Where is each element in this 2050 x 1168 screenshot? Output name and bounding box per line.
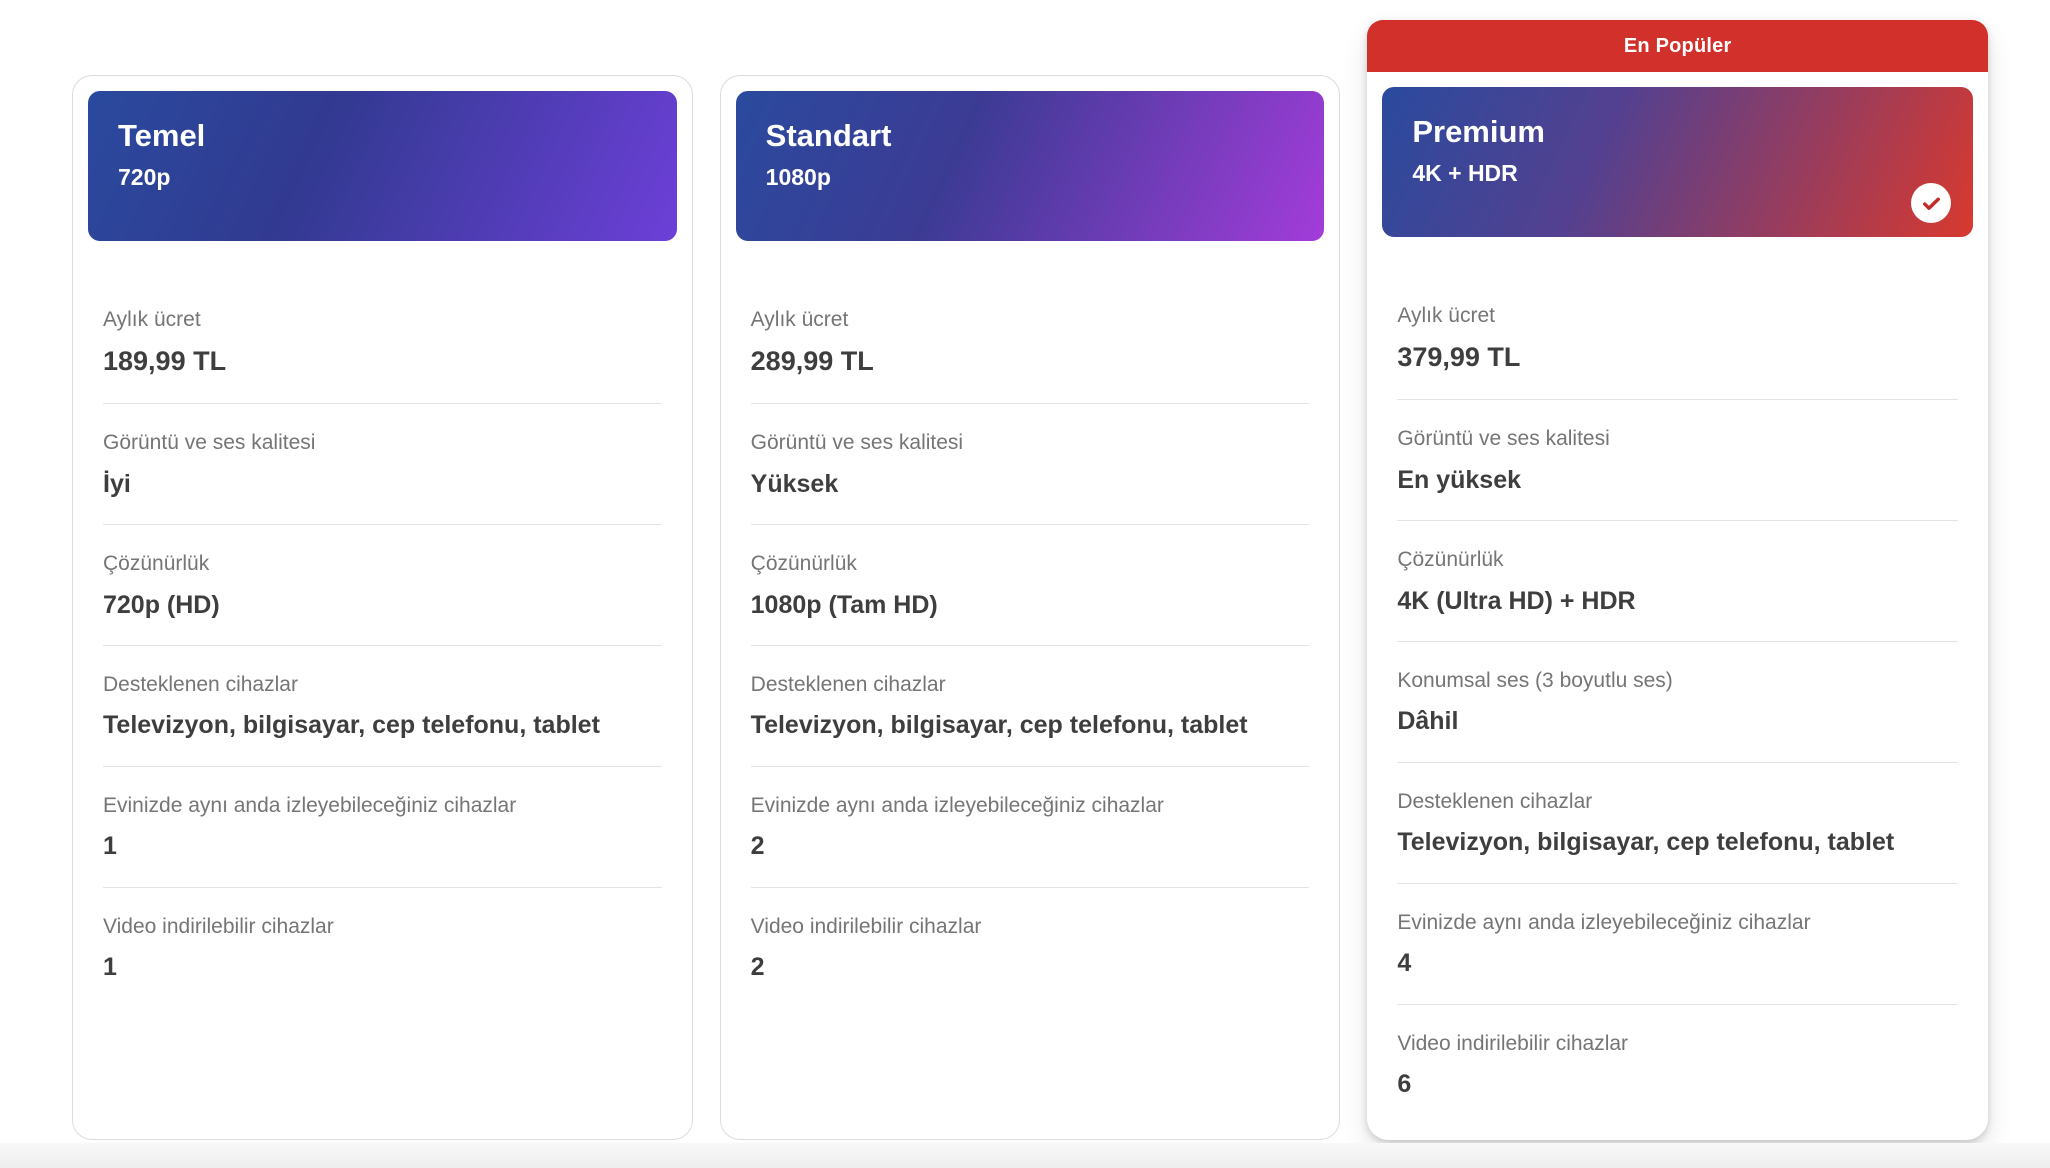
- feature-value: 1080p (Tam HD): [750, 590, 938, 619]
- feature-label: Görüntü ve ses kalitesi: [103, 431, 316, 455]
- feature-label: Görüntü ve ses kalitesi: [1397, 427, 1610, 451]
- selected-check-icon: [1911, 183, 1951, 223]
- feature-value: 6: [1397, 1070, 1412, 1098]
- plan-card-standart[interactable]: Standart 1080p Aylık ücret 289,99 TL Görün…: [719, 75, 1341, 1140]
- feature-value: 1: [103, 832, 117, 861]
- feature-label: Konumsal ses (3 boyutlu ses): [1397, 669, 1673, 693]
- feature-value: 379,99 TL: [1397, 342, 1521, 373]
- plan-header-premium: Premium 4K + HDR: [1382, 87, 1973, 237]
- feature-row: Video indirilebilir cihazlar 2: [751, 888, 1310, 1008]
- feature-label: Desteklenen cihazlar: [1397, 789, 1593, 813]
- feature-row: Konumsal ses (3 boyutlu ses) Dâhil: [1397, 642, 1958, 763]
- feature-row: Desteklenen cihazlar Televizyon, bilgisay…: [103, 646, 662, 767]
- plan-header-temel: Temel 720p: [88, 91, 677, 241]
- feature-row: Desteklenen cihazlar Televizyon, bilgisay…: [1397, 763, 1958, 884]
- feature-label: Görüntü ve ses kalitesi: [750, 431, 964, 455]
- feature-value: 289,99 TL: [750, 346, 874, 377]
- feature-row: Evinizde aynı anda izleyebileceğiniz cih…: [750, 767, 1310, 888]
- feature-label: Video indirilebilir cihazlar: [750, 914, 982, 938]
- feature-row: Çözünürlük 720p (HD): [103, 525, 662, 647]
- feature-value: 2: [750, 953, 765, 982]
- feature-value: 720p (HD): [103, 590, 220, 619]
- feature-value: En yüksek: [1397, 465, 1522, 494]
- plan-card-premium[interactable]: En Popüler Premium 4K + HDR Aylık ücret 3…: [1367, 20, 1988, 1140]
- feature-value: 189,99 TL: [103, 346, 227, 377]
- plan-subtitle: 4K + HDR: [1412, 159, 1518, 186]
- feature-row: Aylık ücret 289,99 TL: [750, 281, 1310, 405]
- feature-rows: Aylık ücret 379,99 TL Görüntü ve ses kalit…: [1397, 277, 1958, 1125]
- feature-value: Yüksek: [750, 469, 839, 498]
- feature-label: Desteklenen cihazlar: [750, 673, 946, 697]
- feature-label: Aylık ücret: [1397, 304, 1495, 327]
- section-divider: [0, 1143, 2050, 1168]
- feature-label: Video indirilebilir cihazlar: [103, 914, 334, 938]
- plan-subtitle: 720p: [118, 163, 171, 190]
- feature-row: Video indirilebilir cihazlar 1: [103, 888, 662, 1008]
- plan-title: Standart: [765, 118, 892, 153]
- plan-card-temel[interactable]: Temel 720p Aylık ücret 189,99 TL Görüntü v…: [72, 75, 693, 1140]
- feature-value: 2: [750, 832, 765, 861]
- plan-subtitle: 1080p: [765, 163, 831, 190]
- feature-label: Evinizde aynı anda izleyebileceğiniz cih…: [1397, 910, 1811, 934]
- feature-row: Desteklenen cihazlar Televizyon, bilgisay…: [750, 646, 1310, 767]
- plan-title: Premium: [1412, 114, 1545, 149]
- feature-value: İyi: [103, 469, 131, 498]
- plan-title: Temel: [118, 118, 206, 153]
- feature-label: Aylık ücret: [103, 308, 201, 331]
- feature-label: Desteklenen cihazlar: [103, 673, 298, 697]
- feature-rows: Aylık ücret 289,99 TL Görüntü ve ses kalit…: [750, 281, 1310, 1008]
- popular-badge: En Popüler: [1367, 20, 1988, 72]
- feature-label: Evinizde aynı anda izleyebileceğiniz cih…: [103, 793, 517, 817]
- feature-row: Çözünürlük 1080p (Tam HD): [750, 525, 1310, 647]
- feature-value: 1: [103, 953, 117, 982]
- feature-row: Görüntü ve ses kalitesi En yüksek: [1397, 400, 1958, 522]
- feature-value: 4K (Ultra HD) + HDR: [1397, 586, 1636, 615]
- feature-rows: Aylık ücret 189,99 TL Görüntü ve ses kalit…: [103, 281, 662, 1008]
- plan-header-standart: Standart 1080p: [735, 91, 1325, 241]
- feature-label: Aylık ücret: [750, 308, 849, 331]
- feature-row: Evinizde aynı anda izleyebileceğiniz cih…: [1397, 884, 1958, 1005]
- feature-value: Televizyon, bilgisayar, cep telefonu, ta…: [103, 711, 600, 740]
- feature-label: Çözünürlük: [1397, 548, 1504, 572]
- feature-row: Görüntü ve ses kalitesi İyi: [103, 404, 662, 526]
- feature-row: Çözünürlük 4K (Ultra HD) + HDR: [1397, 521, 1958, 643]
- feature-label: Çözünürlük: [750, 552, 857, 576]
- feature-row: Görüntü ve ses kalitesi Yüksek: [750, 404, 1310, 526]
- feature-row: Aylık ücret 189,99 TL: [103, 281, 662, 405]
- feature-row: Evinizde aynı anda izleyebileceğiniz cih…: [103, 767, 662, 888]
- plans-container: Temel 720p Aylık ücret 189,99 TL Görüntü v…: [72, 20, 1988, 1140]
- feature-label: Evinizde aynı anda izleyebileceğiniz cih…: [750, 793, 1164, 817]
- feature-row: Video indirilebilir cihazlar 6: [1397, 1005, 1958, 1125]
- feature-label: Çözünürlük: [103, 552, 210, 576]
- feature-row: Aylık ücret 379,99 TL: [1397, 277, 1958, 401]
- feature-value: 4: [1397, 949, 1412, 978]
- feature-label: Video indirilebilir cihazlar: [1397, 1031, 1629, 1055]
- feature-value: Dâhil: [1397, 707, 1459, 736]
- feature-value: Televizyon, bilgisayar, cep telefonu, ta…: [750, 711, 1248, 740]
- feature-value: Televizyon, bilgisayar, cep telefonu, ta…: [1397, 828, 1895, 857]
